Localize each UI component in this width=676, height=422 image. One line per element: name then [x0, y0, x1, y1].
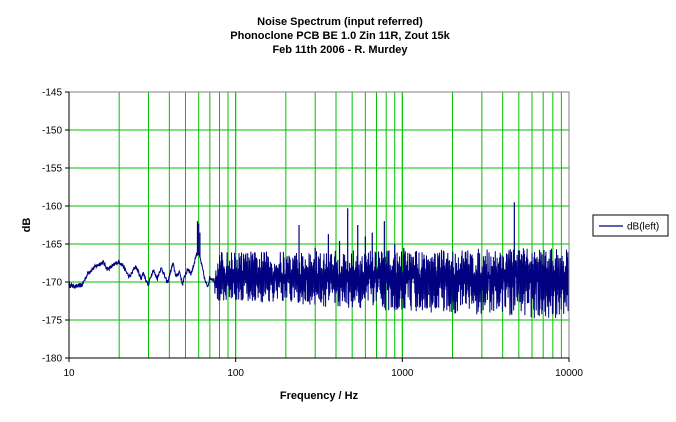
y-tick-label: -165: [42, 240, 62, 251]
y-tick-label: -155: [42, 164, 62, 175]
y-tick-label: -160: [42, 202, 62, 213]
title-line: Phonoclone PCB BE 1.0 Zin 11R, Zout 15k: [230, 30, 450, 42]
plot-area: [68, 91, 570, 359]
y-axis-title: dB: [21, 218, 33, 233]
y-tick-label: -150: [42, 126, 62, 137]
legend-label: dB(left): [627, 222, 659, 233]
y-tick-label: -145: [42, 88, 62, 99]
x-axis: 10 100 1000 10000: [63, 357, 583, 379]
x-tick-label: 100: [227, 368, 244, 379]
y-tick-label: -175: [42, 316, 62, 327]
chart-title: Noise Spectrum (input referred) Phonoclon…: [230, 16, 450, 56]
y-tick-label: -170: [42, 278, 62, 289]
series-line: [68, 248, 570, 319]
x-tick-label: 1000: [391, 368, 414, 379]
x-tick-label: 10000: [555, 368, 583, 379]
series-dB-left: [68, 202, 570, 319]
title-line: Noise Spectrum (input referred): [257, 16, 423, 28]
legend-box: [592, 214, 669, 237]
y-axis: -145 -150 -155 -160 -165 -170 -175 -180: [42, 88, 70, 365]
x-tick-label: 10: [63, 368, 75, 379]
y-tick-label: -180: [42, 354, 62, 365]
x-axis-title: Frequency / Hz: [280, 390, 359, 402]
legend: dB(left): [592, 214, 669, 237]
title-line: Feb 11th 2006 - R. Murdey: [272, 44, 408, 56]
